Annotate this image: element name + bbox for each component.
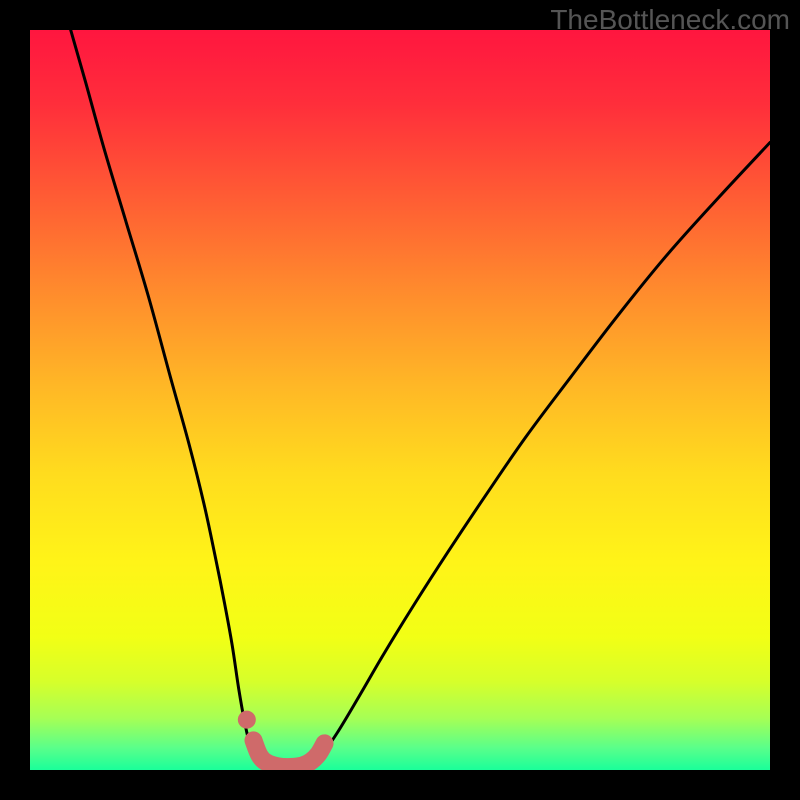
chart-svg xyxy=(0,0,800,800)
chart-root: TheBottleneck.com xyxy=(0,0,800,800)
highlight-dot xyxy=(238,711,256,729)
watermark-text: TheBottleneck.com xyxy=(550,4,790,36)
gradient-background xyxy=(30,30,770,770)
